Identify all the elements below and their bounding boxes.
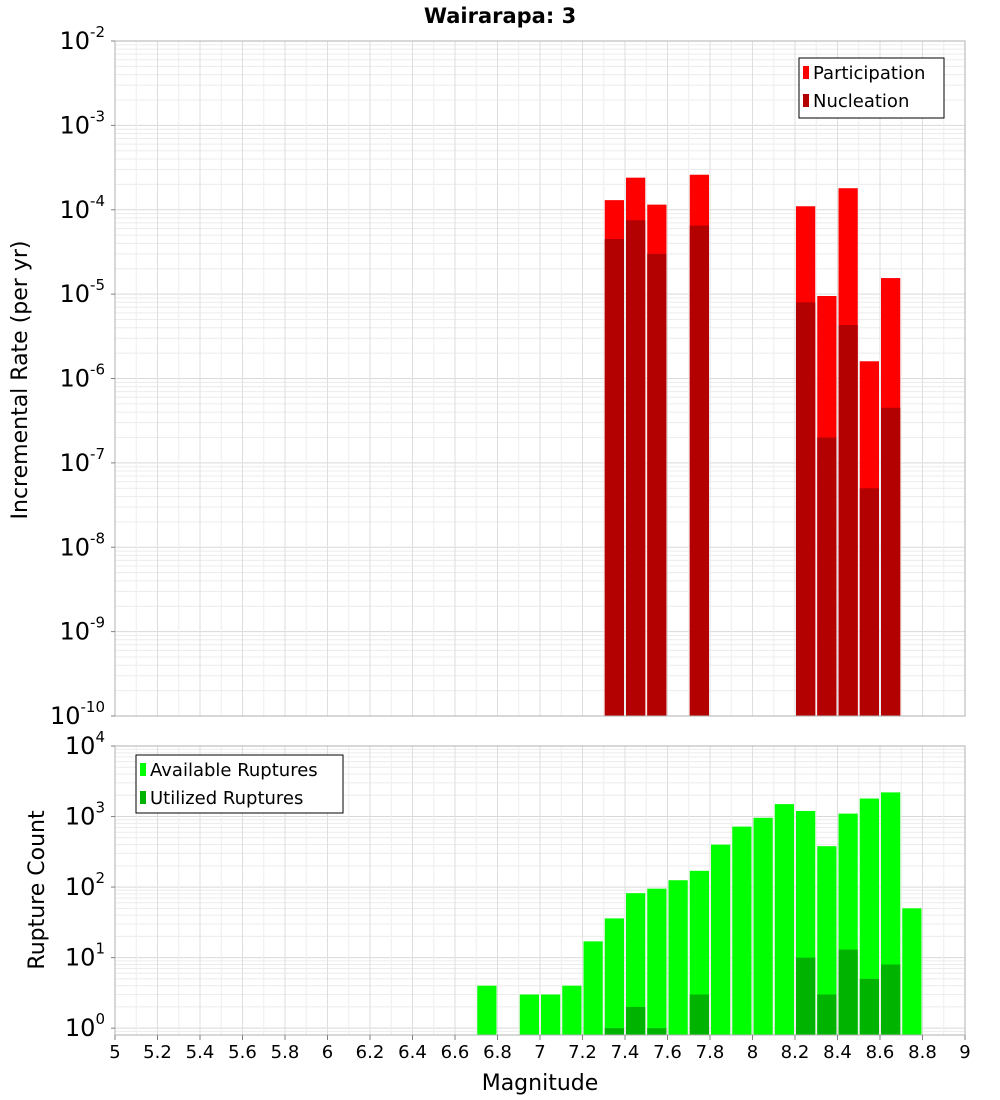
count-y-tick-label: 102 [65, 869, 105, 901]
x-tick-label: 5.6 [228, 1042, 257, 1063]
count-y-tick-label: 104 [65, 728, 105, 760]
count-primary-bar [753, 817, 773, 1035]
count-bars [477, 792, 922, 1035]
count-secondary-bar [881, 964, 901, 1035]
x-tick-label: 8.2 [781, 1042, 810, 1063]
available-legend-label: Available Ruptures [150, 760, 318, 781]
x-tick-label: 5.2 [143, 1042, 172, 1063]
rate-grid [114, 40, 966, 717]
count-primary-bar [541, 994, 561, 1035]
chart-title: Wairarapa: 3 [424, 4, 576, 28]
x-tick-label: 8 [747, 1042, 758, 1063]
rate-secondary-bar [604, 239, 624, 716]
count-secondary-bar [689, 994, 709, 1035]
count-secondary-bar [796, 957, 816, 1035]
rate-y-tick-label: 10-10 [50, 698, 105, 730]
count-x-ticks: 5 5.2 5.4 5.6 5.8 6 6.2 6.4 6.6 6.8 7 7.2 7.4 7.6 7.8 8… [109, 1035, 971, 1063]
count-primary-bar [604, 918, 624, 1035]
rate-y-ticks: 10-2 10-3 10-4 10-5 10-6 10-7 10-8 10-9 10-10 [50, 23, 115, 730]
count-secondary-bar [859, 978, 879, 1035]
x-tick-label: 5.4 [186, 1042, 215, 1063]
rate-secondary-bar [626, 220, 646, 717]
rate-y-tick-label: 10-2 [59, 23, 105, 55]
x-tick-label: 9 [959, 1042, 970, 1063]
rate-secondary-bar [881, 407, 901, 716]
count-primary-bar [668, 880, 688, 1035]
x-tick-label: 6.4 [398, 1042, 427, 1063]
count-y-tick-label: 100 [65, 1010, 105, 1042]
count-secondary-bar [604, 1028, 624, 1035]
participation-legend-swatch [803, 66, 809, 79]
x-tick-label: 5.8 [271, 1042, 300, 1063]
rate-secondary-bar [647, 253, 667, 716]
count-primary-bar [711, 844, 731, 1035]
x-tick-label: 6 [322, 1042, 333, 1063]
rate-secondary-bar [689, 225, 709, 716]
rate-panel: 10-2 10-3 10-4 10-5 10-6 10-7 10-8 10-9 10-10 In… [8, 23, 966, 730]
count-primary-bar [562, 985, 582, 1035]
count-secondary-bar [647, 1028, 667, 1035]
x-axis-label: Magnitude [482, 1071, 599, 1096]
rate-y-tick-label: 10-5 [59, 276, 105, 308]
count-primary-bar [647, 888, 667, 1035]
count-primary-bar [689, 870, 709, 1035]
x-tick-label: 7.6 [653, 1042, 682, 1063]
rate-y-tick-label: 10-4 [59, 192, 105, 224]
count-primary-bar [774, 804, 794, 1035]
count-primary-bar [732, 826, 752, 1035]
count-y-ticks: 104 103 102 101 100 [65, 728, 115, 1042]
rate-y-axis-label: Incremental Rate (per yr) [8, 241, 33, 520]
count-panel: 104 103 102 101 100 5 5.2 5.4 5.6 5.8 6 6.2 6.4 6.6 6… [25, 728, 971, 1096]
rate-secondary-bar [817, 437, 837, 716]
x-tick-label: 7.2 [568, 1042, 597, 1063]
x-tick-label: 7.4 [611, 1042, 640, 1063]
participation-legend-label: Participation [813, 63, 925, 84]
nucleation-legend-swatch [803, 94, 809, 107]
utilized-legend-swatch [140, 791, 146, 804]
count-primary-bar [477, 985, 497, 1035]
rate-secondary-bar [838, 325, 858, 716]
count-primary-bar [817, 846, 837, 1035]
x-tick-label: 8.8 [908, 1042, 937, 1063]
rate-y-tick-label: 10-6 [59, 361, 105, 393]
count-primary-bar [902, 908, 922, 1035]
x-tick-label: 8.4 [823, 1042, 852, 1063]
rate-y-tick-label: 10-8 [59, 529, 105, 561]
count-primary-bar [859, 798, 879, 1035]
count-primary-bar [626, 893, 646, 1035]
count-y-tick-label: 103 [65, 799, 105, 831]
nucleation-legend-label: Nucleation [813, 91, 909, 112]
count-primary-bar [583, 941, 603, 1035]
count-primary-bar [519, 994, 539, 1035]
x-tick-label: 7.8 [696, 1042, 725, 1063]
count-y-axis-label: Rupture Count [25, 810, 50, 970]
rate-secondary-bar [859, 488, 879, 716]
count-secondary-bar [838, 949, 858, 1035]
count-y-tick-label: 101 [65, 940, 105, 972]
rate-secondary-bar [796, 302, 816, 716]
rate-legend: Participation Nucleation [798, 57, 945, 119]
count-secondary-bar [626, 1006, 646, 1035]
x-tick-label: 8.6 [866, 1042, 895, 1063]
count-legend-box [135, 754, 344, 814]
rate-legend-box [798, 57, 945, 119]
count-secondary-bar [817, 994, 837, 1035]
available-legend-swatch [140, 763, 146, 776]
utilized-legend-label: Utilized Ruptures [150, 788, 303, 809]
rate-bars [604, 174, 901, 717]
rate-y-tick-label: 10-3 [59, 107, 105, 139]
rate-y-tick-label: 10-7 [59, 445, 105, 477]
x-tick-label: 6.8 [483, 1042, 512, 1063]
x-tick-label: 7 [534, 1042, 545, 1063]
x-tick-label: 6.2 [356, 1042, 385, 1063]
x-tick-label: 6.6 [441, 1042, 470, 1063]
rate-y-tick-label: 10-9 [59, 614, 105, 646]
x-tick-label: 5 [109, 1042, 120, 1063]
count-legend: Available Ruptures Utilized Ruptures [135, 754, 344, 814]
